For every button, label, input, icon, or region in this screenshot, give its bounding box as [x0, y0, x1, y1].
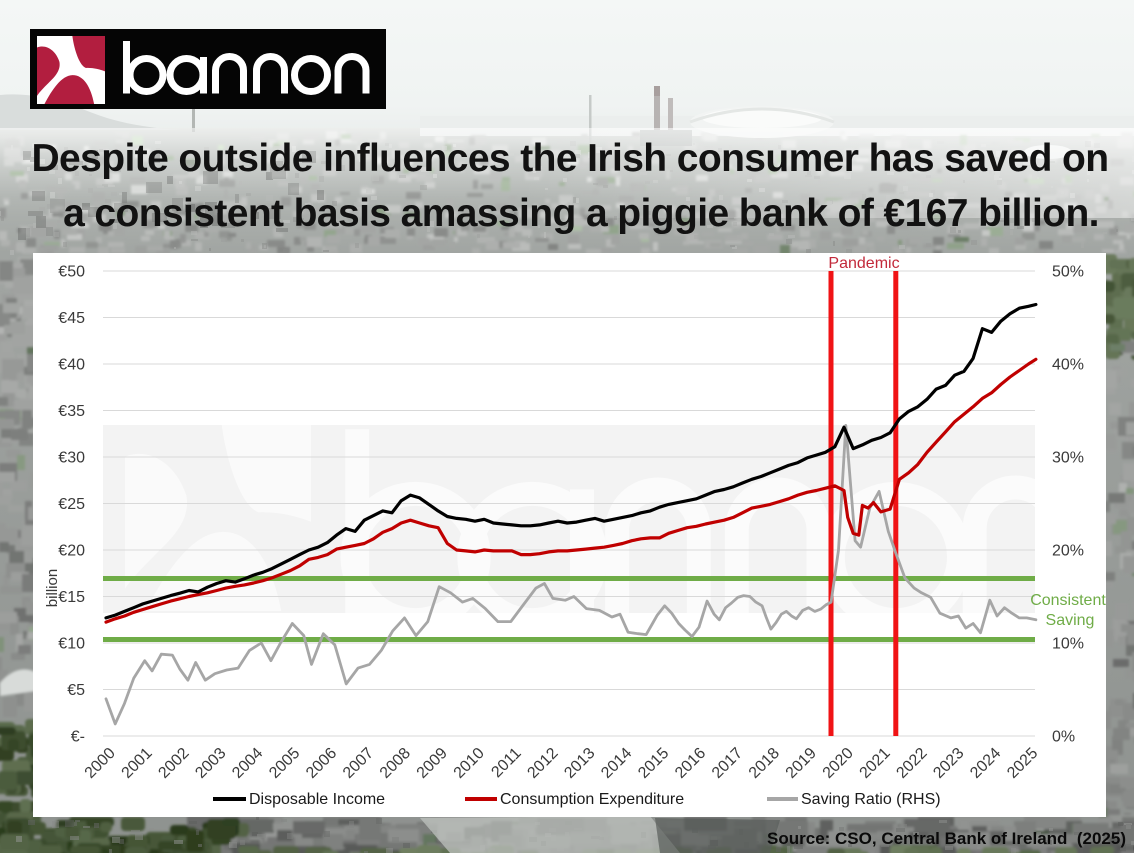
svg-text:2016: 2016 — [672, 745, 709, 782]
svg-text:€-: €- — [71, 729, 85, 746]
svg-text:2008: 2008 — [377, 745, 414, 782]
svg-text:2007: 2007 — [340, 745, 377, 782]
svg-text:€35: €35 — [58, 403, 85, 420]
svg-text:10%: 10% — [1052, 636, 1084, 653]
svg-text:50%: 50% — [1052, 264, 1084, 281]
svg-text:2021: 2021 — [857, 745, 894, 782]
svg-text:Saving: Saving — [1046, 612, 1095, 629]
svg-text:€45: €45 — [58, 310, 85, 327]
svg-text:Disposable Income: Disposable Income — [249, 791, 385, 808]
svg-text:2003: 2003 — [192, 745, 229, 782]
svg-text:2013: 2013 — [561, 745, 598, 782]
svg-text:€20: €20 — [58, 543, 85, 560]
svg-text:Consumption Expenditure: Consumption Expenditure — [500, 791, 684, 808]
svg-text:Pandemic: Pandemic — [828, 255, 899, 272]
svg-text:2006: 2006 — [303, 745, 340, 782]
svg-text:2009: 2009 — [414, 745, 451, 782]
svg-text:30%: 30% — [1052, 450, 1084, 467]
svg-text:2002: 2002 — [155, 745, 192, 782]
svg-text:2025: 2025 — [1004, 745, 1041, 782]
svg-text:2017: 2017 — [709, 745, 746, 782]
svg-text:€5: €5 — [67, 682, 85, 699]
svg-text:2020: 2020 — [820, 745, 857, 782]
svg-text:2000: 2000 — [82, 745, 119, 782]
svg-text:€25: €25 — [58, 496, 85, 513]
svg-text:2014: 2014 — [598, 745, 635, 782]
svg-text:Consistent: Consistent — [1030, 592, 1106, 609]
svg-text:€15: €15 — [58, 589, 85, 606]
svg-text:2023: 2023 — [930, 745, 967, 782]
svg-text:2019: 2019 — [783, 745, 820, 782]
svg-text:2010: 2010 — [451, 745, 488, 782]
svg-text:2004: 2004 — [229, 745, 266, 782]
svg-text:2022: 2022 — [893, 745, 930, 782]
svg-text:€10: €10 — [58, 636, 85, 653]
svg-text:2018: 2018 — [746, 745, 783, 782]
svg-text:billion: billion — [44, 569, 61, 607]
svg-text:€30: €30 — [58, 450, 85, 467]
svg-text:2011: 2011 — [488, 745, 524, 781]
svg-text:2001: 2001 — [119, 745, 156, 782]
svg-text:€50: €50 — [58, 264, 85, 281]
svg-text:2024: 2024 — [967, 745, 1004, 782]
svg-text:2012: 2012 — [524, 745, 561, 782]
svg-text:€40: €40 — [58, 357, 85, 374]
svg-text:2015: 2015 — [635, 745, 672, 782]
svg-text:Saving Ratio (RHS): Saving Ratio (RHS) — [801, 791, 941, 808]
svg-text:40%: 40% — [1052, 357, 1084, 374]
svg-text:20%: 20% — [1052, 543, 1084, 560]
svg-text:2005: 2005 — [266, 745, 303, 782]
svg-text:0%: 0% — [1052, 729, 1075, 746]
